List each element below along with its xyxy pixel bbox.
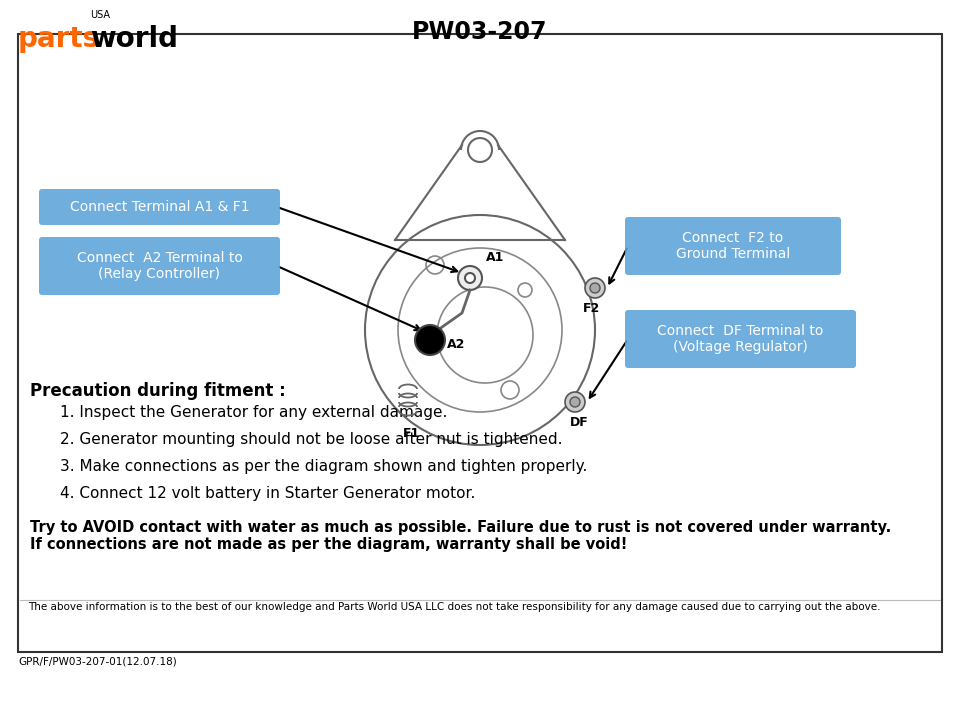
Text: 1. Inspect the Generator for any external damage.: 1. Inspect the Generator for any externa… — [60, 405, 447, 420]
Circle shape — [458, 266, 482, 290]
Text: 4. Connect 12 volt battery in Starter Generator motor.: 4. Connect 12 volt battery in Starter Ge… — [60, 486, 475, 501]
FancyBboxPatch shape — [39, 189, 280, 225]
Text: Connect  DF Terminal to
(Voltage Regulator): Connect DF Terminal to (Voltage Regulato… — [658, 324, 824, 354]
Text: 2. Generator mounting should not be loose after nut is tightened.: 2. Generator mounting should not be loos… — [60, 432, 563, 447]
Text: GPR/F/PW03-207-01(12.07.18): GPR/F/PW03-207-01(12.07.18) — [18, 657, 177, 667]
Text: world: world — [90, 25, 178, 53]
Circle shape — [465, 273, 475, 283]
Circle shape — [585, 278, 605, 298]
Text: 3. Make connections as per the diagram shown and tighten properly.: 3. Make connections as per the diagram s… — [60, 459, 588, 474]
Circle shape — [570, 397, 580, 407]
Circle shape — [565, 392, 585, 412]
FancyBboxPatch shape — [39, 237, 280, 295]
Text: The above information is to the best of our knowledge and Parts World USA LLC do: The above information is to the best of … — [28, 602, 880, 612]
Text: Connect  F2 to
Ground Terminal: Connect F2 to Ground Terminal — [676, 231, 790, 261]
Text: F2: F2 — [583, 302, 600, 315]
FancyBboxPatch shape — [625, 310, 856, 368]
Text: parts: parts — [18, 25, 100, 53]
Text: USA: USA — [90, 10, 110, 20]
Text: DF: DF — [570, 416, 588, 429]
Text: F1: F1 — [403, 427, 420, 440]
Text: Precaution during fitment :: Precaution during fitment : — [30, 382, 286, 400]
Text: Connect Terminal A1 & F1: Connect Terminal A1 & F1 — [70, 200, 250, 214]
FancyBboxPatch shape — [18, 34, 942, 652]
Circle shape — [415, 325, 445, 355]
Text: Connect  A2 Terminal to
(Relay Controller): Connect A2 Terminal to (Relay Controller… — [77, 251, 243, 281]
FancyBboxPatch shape — [625, 217, 841, 275]
Text: A2: A2 — [447, 338, 466, 351]
Text: A1: A1 — [486, 251, 504, 264]
Text: PW03-207: PW03-207 — [412, 20, 548, 44]
Text: Try to AVOID contact with water as much as possible. Failure due to rust is not : Try to AVOID contact with water as much … — [30, 520, 891, 552]
Circle shape — [590, 283, 600, 293]
